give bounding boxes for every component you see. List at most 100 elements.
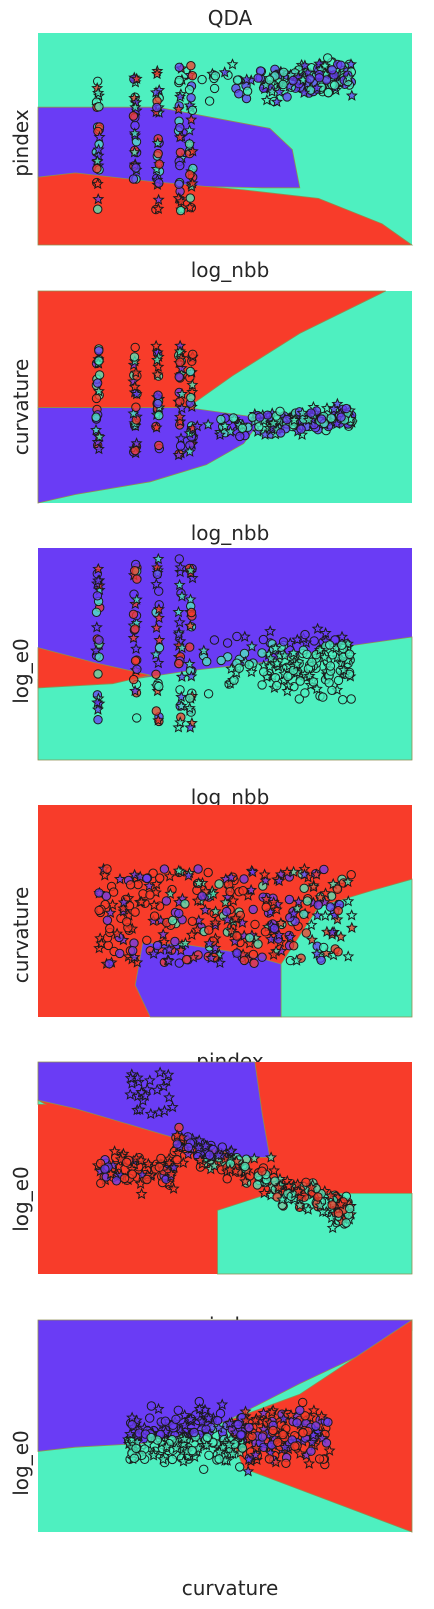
data-point-star [150, 578, 163, 590]
data-point-star [185, 670, 198, 682]
data-point [203, 867, 213, 878]
data-point [92, 591, 103, 601]
data-point-star [195, 1415, 208, 1427]
data-point-star [175, 590, 188, 602]
data-point-star [98, 869, 111, 881]
data-point-star [240, 73, 253, 85]
data-point [128, 174, 139, 184]
data-point-star [227, 894, 240, 906]
data-point-star [345, 909, 358, 921]
data-point [102, 864, 112, 874]
data-point [294, 694, 304, 704]
data-point-star [270, 95, 283, 108]
data-point-star [183, 701, 196, 714]
data-point-star [173, 616, 186, 628]
data-point [278, 79, 288, 90]
data-point-star [186, 177, 199, 189]
data-point-star [129, 366, 142, 378]
data-point [259, 667, 269, 677]
data-point [257, 648, 267, 658]
data-point [142, 873, 152, 884]
data-point-star [152, 603, 165, 615]
figure-title: QDA [208, 6, 253, 30]
data-point [338, 695, 348, 705]
data-point [311, 1421, 321, 1431]
data-point [341, 1218, 351, 1228]
data-point [239, 874, 249, 884]
data-point-star [306, 933, 319, 946]
data-point-star [184, 619, 197, 631]
data-point-star [160, 1075, 173, 1087]
data-point [233, 1419, 243, 1430]
data-point-star [342, 71, 355, 83]
data-point-star [175, 387, 188, 400]
data-point [187, 105, 198, 116]
data-point [174, 1122, 184, 1133]
panel-5-ylabel: log_e0 [9, 1166, 33, 1232]
data-point [175, 441, 186, 451]
data-point-star [213, 1445, 226, 1458]
data-point [295, 1405, 305, 1416]
data-point-star [175, 699, 188, 712]
data-point [131, 163, 141, 173]
data-point-star [165, 1167, 178, 1180]
data-point [94, 346, 104, 356]
data-point [326, 413, 336, 423]
data-point [186, 93, 196, 103]
data-point-star [92, 193, 105, 205]
data-point-star [139, 1089, 152, 1102]
data-point-star [298, 868, 311, 880]
data-point-star [92, 442, 105, 455]
data-point-star [294, 1447, 307, 1459]
data-point [93, 715, 103, 725]
data-point [307, 657, 317, 667]
data-point [161, 896, 172, 906]
data-point-star [305, 918, 318, 931]
data-point-star [278, 649, 291, 661]
data-point [174, 908, 184, 919]
data-point-star [108, 1145, 121, 1157]
data-point-star [302, 1203, 315, 1215]
data-point [91, 393, 102, 404]
data-point-star [91, 177, 104, 190]
data-point-star [126, 1411, 139, 1423]
data-point [176, 205, 186, 216]
data-point [175, 122, 185, 133]
data-point [298, 1428, 308, 1438]
data-point [318, 692, 328, 702]
data-point-star [129, 101, 142, 113]
data-point [142, 935, 152, 945]
data-point-star [152, 360, 165, 372]
data-point-star [174, 415, 187, 427]
panel-3: log_nbb log_e0 [9, 548, 413, 809]
data-point [160, 1416, 171, 1426]
data-point [258, 634, 269, 645]
data-point [129, 1453, 140, 1464]
data-point [323, 87, 333, 98]
data-point-star [223, 1163, 236, 1176]
data-point [216, 655, 226, 666]
data-point-star [130, 72, 143, 85]
data-point-star [265, 1151, 278, 1163]
data-point [173, 1405, 184, 1416]
data-point-star [135, 1187, 148, 1200]
data-point-star [130, 593, 143, 605]
data-point [94, 102, 104, 112]
data-point [261, 902, 271, 912]
panel-4: pindex curvature [9, 805, 413, 1073]
data-point [257, 1166, 267, 1176]
data-point [255, 412, 265, 422]
panel-3-points [90, 552, 357, 733]
panel-5-points [91, 1066, 357, 1234]
data-point-star [311, 81, 324, 94]
data-point-star [285, 1408, 298, 1421]
data-point-star [174, 716, 187, 728]
data-point-star [249, 1448, 262, 1461]
data-point-star [93, 130, 106, 143]
data-point-star [325, 1211, 338, 1224]
data-point [232, 948, 242, 958]
data-point [91, 412, 101, 422]
data-point-star [143, 1074, 156, 1086]
data-point [299, 909, 309, 919]
data-point-star [267, 895, 280, 908]
